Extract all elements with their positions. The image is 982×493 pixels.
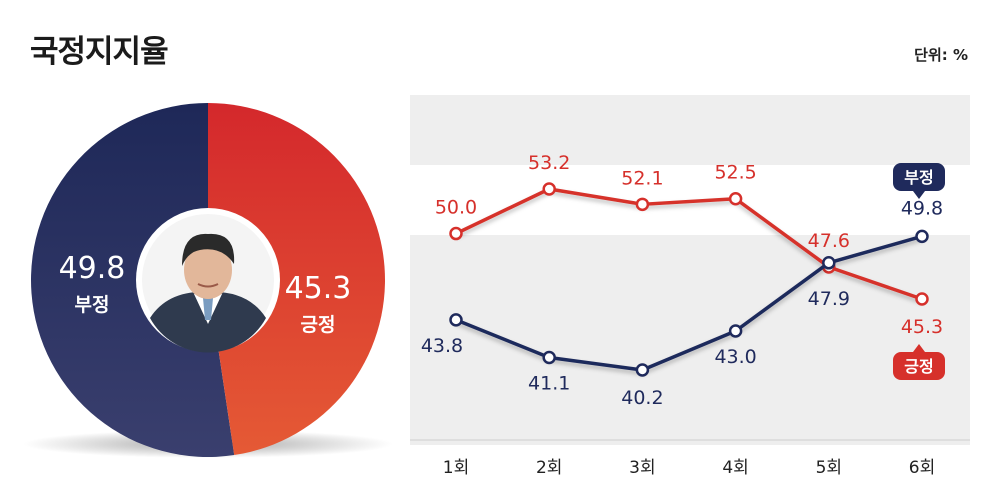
x-tick-label: 3회 xyxy=(629,458,655,478)
point-negative xyxy=(915,229,929,244)
data-label-negative: 43.8 xyxy=(421,335,463,357)
series-tag-positive: 긍정 xyxy=(893,344,945,380)
svg-text:긍정: 긍정 xyxy=(904,357,933,376)
pie-positive-label: 긍정 xyxy=(301,314,336,336)
data-label-negative: 40.2 xyxy=(621,387,663,409)
svg-text:부정: 부정 xyxy=(904,168,933,187)
x-tick-label: 2회 xyxy=(536,458,562,478)
data-label-positive: 47.6 xyxy=(808,230,850,252)
pie-negative-label: 부정 xyxy=(75,294,110,316)
point-negative xyxy=(449,313,463,327)
pie-slice-negative xyxy=(31,103,235,457)
pie-positive-value: 45.3 xyxy=(285,271,352,306)
unit-label: 단위: % xyxy=(914,46,968,64)
point-positive xyxy=(542,182,556,196)
series-line-positive xyxy=(455,187,923,301)
point-positive xyxy=(728,191,743,206)
data-label-negative: 49.8 xyxy=(901,197,943,219)
data-label-positive: 50.0 xyxy=(435,197,477,219)
x-tick-label: 5회 xyxy=(816,458,842,478)
point-positive xyxy=(635,197,650,212)
data-label-negative: 47.9 xyxy=(808,288,850,310)
grid-band xyxy=(410,375,970,445)
x-tick-label: 4회 xyxy=(722,458,748,478)
data-label-positive: 52.5 xyxy=(714,162,756,184)
x-tick-label: 1회 xyxy=(443,458,469,478)
point-positive xyxy=(449,226,463,241)
series-line-negative xyxy=(455,234,923,372)
point-negative xyxy=(635,363,650,377)
point-negative xyxy=(542,350,556,365)
data-label-negative: 43.0 xyxy=(714,346,756,368)
grid-band xyxy=(410,305,970,375)
series-tag-negative: 부정 xyxy=(893,163,945,199)
point-negative xyxy=(728,324,743,338)
data-label-positive: 52.1 xyxy=(621,167,663,189)
grid-band xyxy=(410,235,970,305)
pie-negative-value: 49.8 xyxy=(59,251,126,286)
grid-band xyxy=(410,95,970,165)
data-label-positive: 45.3 xyxy=(901,316,943,338)
point-negative xyxy=(822,256,836,270)
chart-title: 국정지지율 xyxy=(30,34,169,70)
data-label-negative: 41.1 xyxy=(528,372,570,394)
point-positive xyxy=(915,292,929,306)
president-photo-icon xyxy=(136,208,280,353)
x-tick-label: 6회 xyxy=(909,458,935,478)
data-label-positive: 53.2 xyxy=(528,152,570,174)
pie-slice-positive xyxy=(208,103,386,456)
